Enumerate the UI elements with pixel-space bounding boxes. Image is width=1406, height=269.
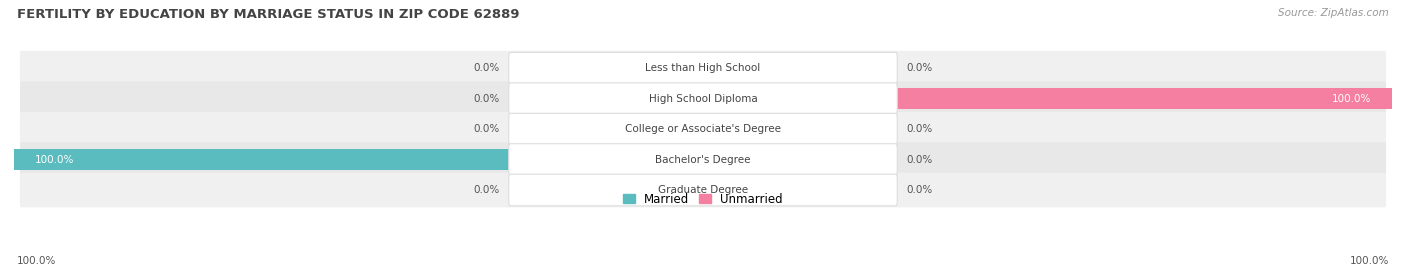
Text: 100.0%: 100.0% [1350,256,1389,266]
Bar [669,180,703,200]
Bar [703,180,738,200]
Text: Bachelor's Degree: Bachelor's Degree [655,155,751,165]
Text: 0.0%: 0.0% [474,124,499,134]
Text: 0.0%: 0.0% [907,124,932,134]
FancyBboxPatch shape [20,112,1386,147]
FancyBboxPatch shape [20,173,1386,207]
Bar [669,88,703,109]
FancyBboxPatch shape [20,142,1386,177]
Text: FERTILITY BY EDUCATION BY MARRIAGE STATUS IN ZIP CODE 62889: FERTILITY BY EDUCATION BY MARRIAGE STATU… [17,8,519,21]
Legend: Married, Unmarried: Married, Unmarried [623,193,783,206]
Text: Source: ZipAtlas.com: Source: ZipAtlas.com [1278,8,1389,18]
Text: 0.0%: 0.0% [907,185,932,195]
Bar [669,58,703,79]
Text: College or Associate's Degree: College or Associate's Degree [626,124,780,134]
FancyBboxPatch shape [20,81,1386,116]
Text: Less than High School: Less than High School [645,63,761,73]
Text: 0.0%: 0.0% [907,63,932,73]
Text: 0.0%: 0.0% [474,185,499,195]
Text: 100.0%: 100.0% [1331,94,1371,104]
Bar [703,149,738,170]
Text: 100.0%: 100.0% [35,155,75,165]
Bar [703,58,738,79]
FancyBboxPatch shape [509,113,897,145]
Bar [703,88,1392,109]
FancyBboxPatch shape [20,51,1386,86]
Text: Graduate Degree: Graduate Degree [658,185,748,195]
Text: 100.0%: 100.0% [17,256,56,266]
Text: 0.0%: 0.0% [907,155,932,165]
Bar [669,119,703,139]
FancyBboxPatch shape [509,52,897,84]
FancyBboxPatch shape [509,174,897,206]
Bar [14,149,703,170]
FancyBboxPatch shape [509,144,897,175]
Text: High School Diploma: High School Diploma [648,94,758,104]
Bar [703,119,738,139]
Text: 0.0%: 0.0% [474,63,499,73]
FancyBboxPatch shape [509,83,897,115]
Text: 0.0%: 0.0% [474,94,499,104]
